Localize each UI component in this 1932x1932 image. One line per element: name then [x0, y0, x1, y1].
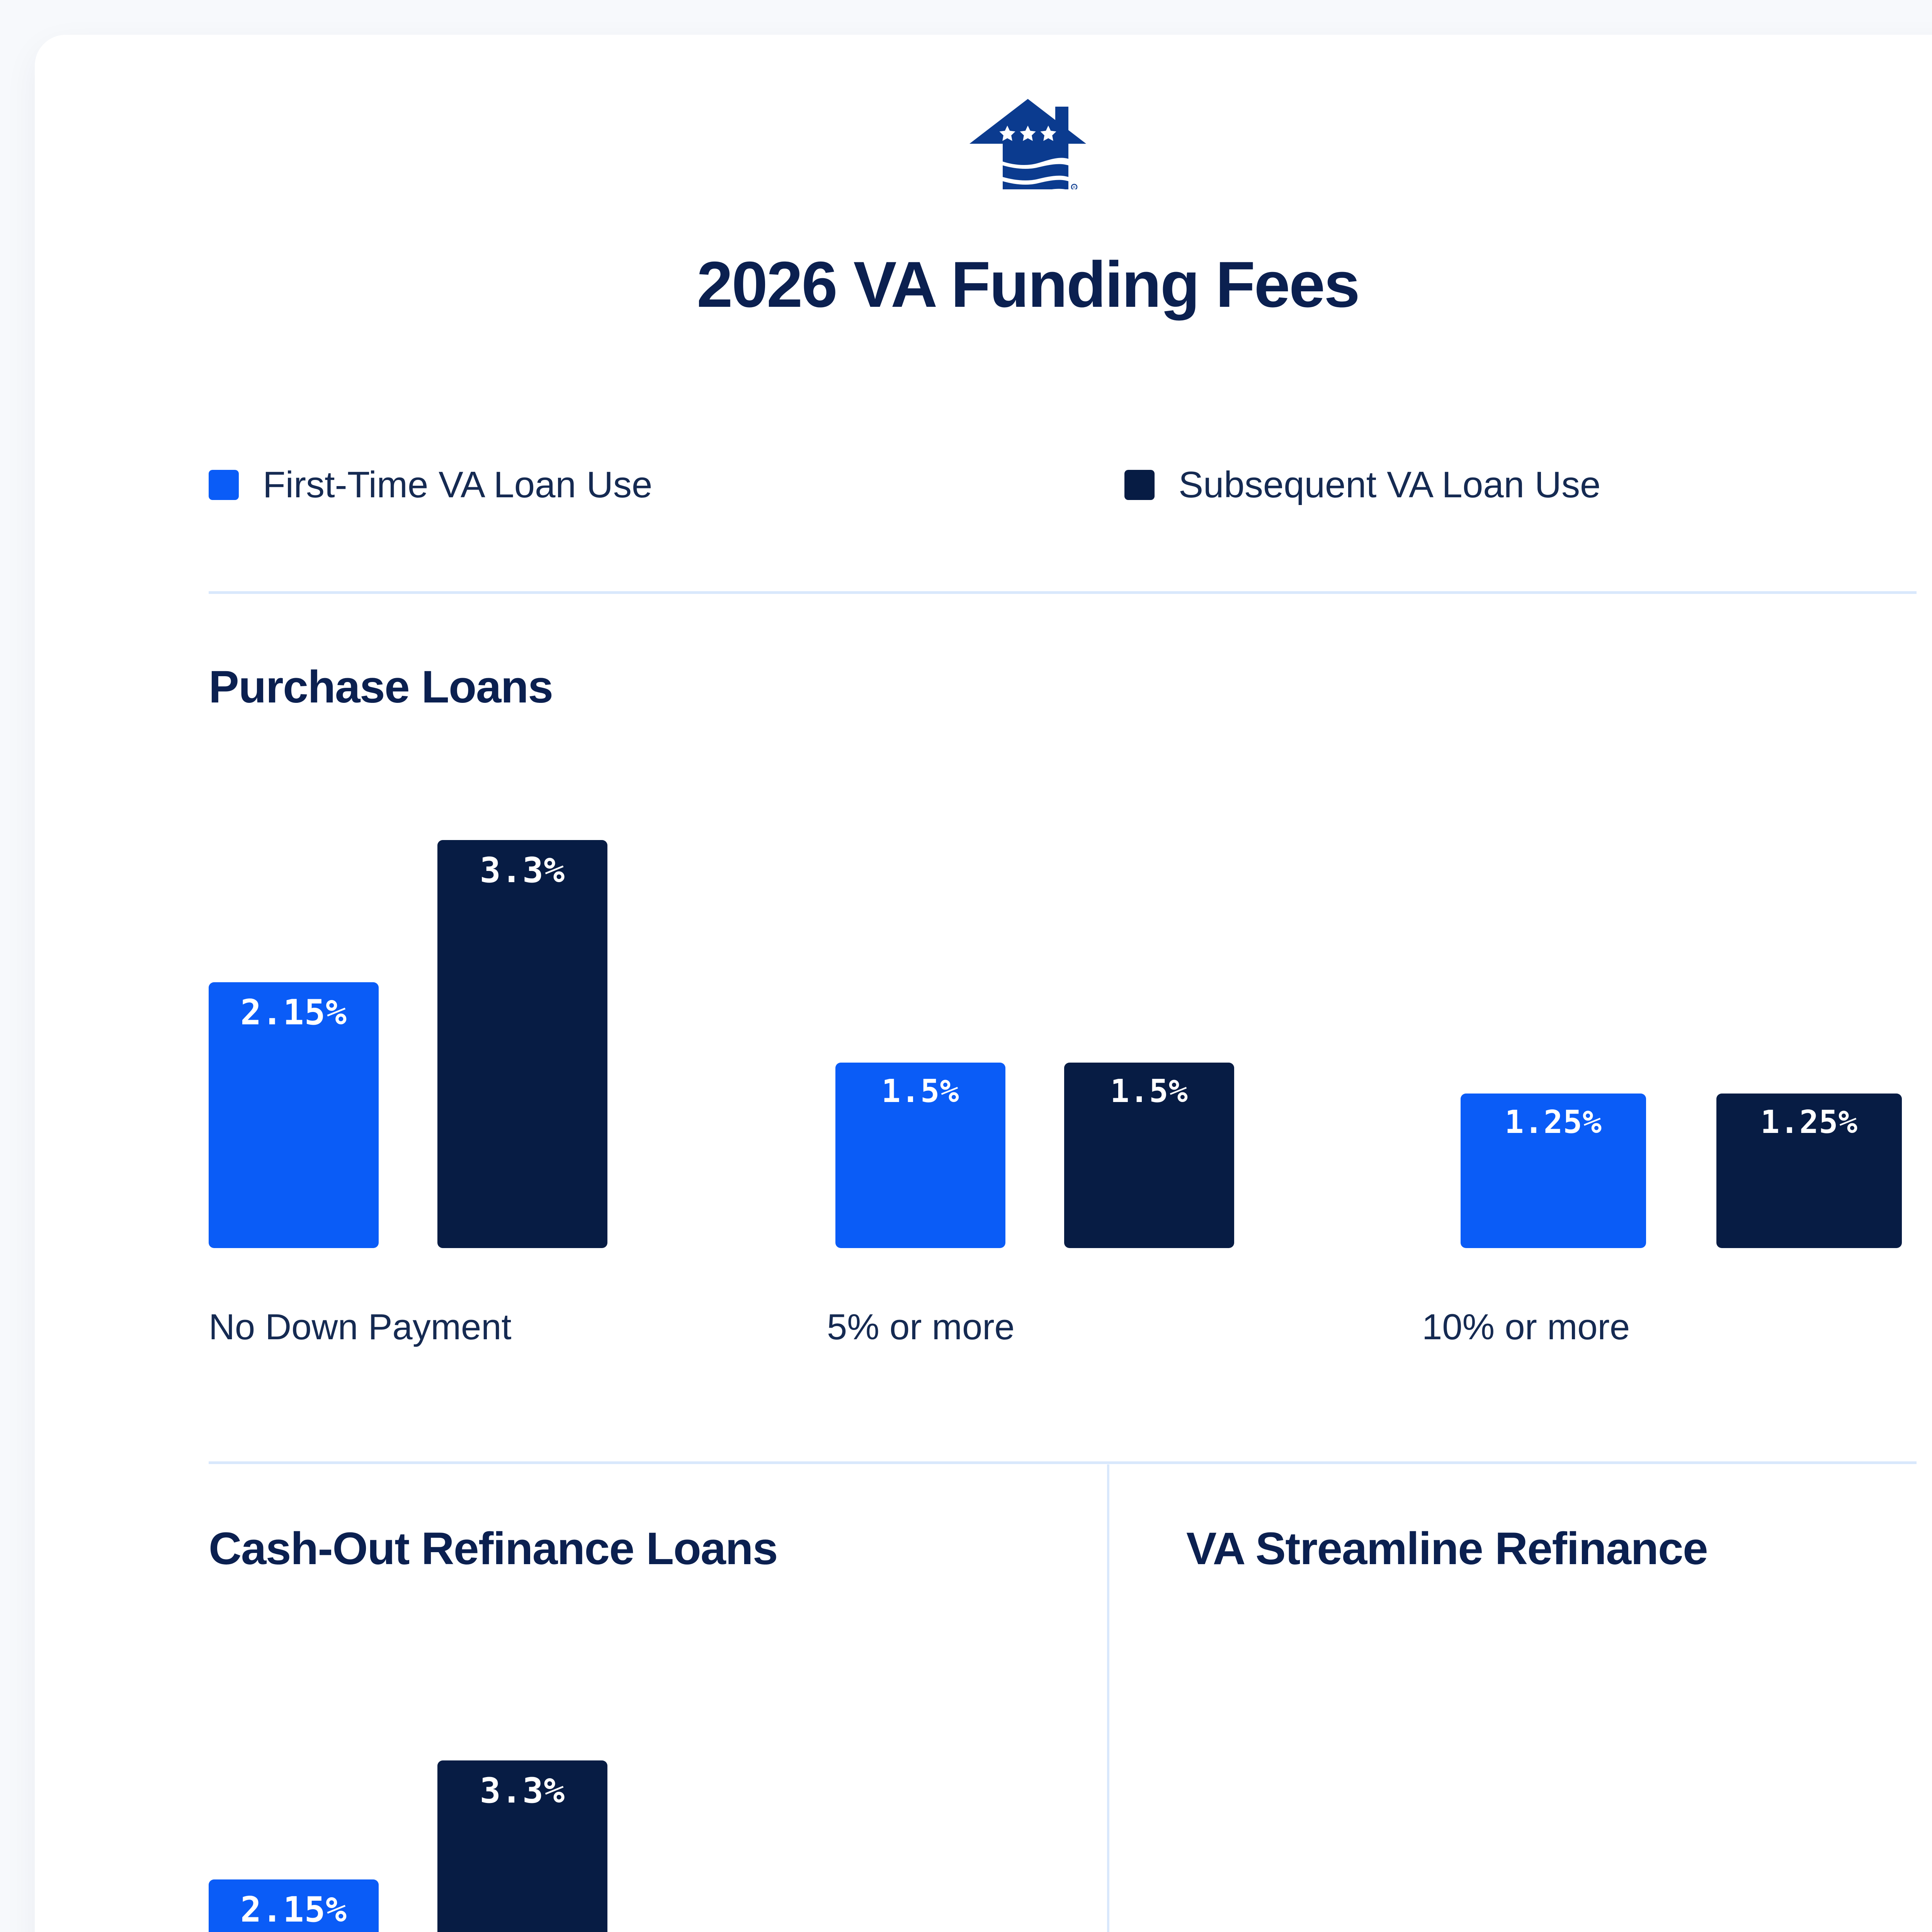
bar-value-label: 3.3%	[480, 1770, 565, 1811]
purchase-category-labels: No Down Payment 5% or more 10% or more	[209, 1306, 1917, 1356]
section-heading-purchase: Purchase Loans	[209, 662, 553, 713]
streamline-refinance-chart: 0.5%	[1186, 1700, 1917, 1932]
cashout-refinance-chart: 2.15% 3.3%	[209, 1700, 1051, 1932]
divider-under-legend	[209, 591, 1917, 594]
bar-value-label: 1.25%	[1505, 1104, 1602, 1141]
bar-value-label: 2.15%	[240, 992, 347, 1033]
bar-group-any-down-payment-cashout: 2.15% 3.3%	[209, 1700, 611, 1932]
bar-purchase-subsequent-no-down: 3.3%	[437, 840, 607, 1248]
purchase-loans-chart: 2.15% 3.3% 1.5% 1.5% 1.25%	[209, 823, 1917, 1248]
legend-item-first-time: First-Time VA Loan Use	[174, 464, 1124, 506]
bar-purchase-first-time-five: 1.5%	[835, 1063, 1005, 1248]
divider-between-refinance-columns	[1107, 1464, 1109, 1932]
bar-group-ten-percent: 1.25% 1.25%	[1461, 823, 1917, 1248]
category-label-ten-percent: 10% or more	[1422, 1306, 1630, 1347]
bar-value-label: 2.15%	[240, 1889, 347, 1930]
bar-value-label: 1.5%	[881, 1073, 959, 1110]
bar-purchase-first-time-no-down: 2.15%	[209, 982, 379, 1248]
va-house-stars-logo-icon: R	[969, 99, 1086, 189]
page-title: 2026 VA Funding Fees	[697, 248, 1360, 321]
divider-above-refinance	[209, 1461, 1917, 1464]
bar-purchase-first-time-ten: 1.25%	[1461, 1094, 1646, 1248]
svg-text:R: R	[1073, 185, 1076, 189]
bar-group-any-down-payment-streamline: 0.5%	[1186, 1700, 1410, 1932]
category-label-five-percent: 5% or more	[827, 1306, 1015, 1347]
bar-purchase-subsequent-ten: 1.25%	[1716, 1094, 1902, 1248]
bar-purchase-subsequent-five: 1.5%	[1064, 1063, 1234, 1248]
legend-swatch-navy-icon	[1124, 470, 1155, 500]
category-label-no-down-payment: No Down Payment	[209, 1306, 512, 1347]
brand-logo: R	[35, 93, 1932, 189]
legend-label-subsequent: Subsequent VA Loan Use	[1179, 464, 1601, 505]
chart-legend: First-Time VA Loan Use Subsequent VA Loa…	[174, 464, 1882, 506]
bar-cashout-first-time: 2.15%	[209, 1879, 379, 1932]
section-heading-streamline: VA Streamline Refinance	[1186, 1523, 1708, 1574]
bar-cashout-subsequent: 3.3%	[437, 1760, 607, 1932]
bar-group-no-down-payment: 2.15% 3.3%	[209, 823, 607, 1248]
bar-value-label: 3.3%	[480, 850, 565, 891]
section-heading-cashout: Cash-Out Refinance Loans	[209, 1523, 778, 1574]
bar-group-five-percent: 1.5% 1.5%	[835, 823, 1234, 1248]
legend-item-subsequent: Subsequent VA Loan Use	[1124, 464, 1600, 506]
bar-value-label: 1.25%	[1760, 1104, 1858, 1141]
bar-value-label: 1.5%	[1110, 1073, 1188, 1110]
infographic-card: R 2026 VA Funding Fees First-Time VA Loa…	[35, 35, 1932, 1932]
legend-label-first-time: First-Time VA Loan Use	[263, 464, 653, 505]
legend-swatch-blue-icon	[209, 470, 239, 500]
